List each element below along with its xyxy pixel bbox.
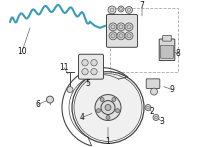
Circle shape	[145, 105, 151, 111]
Text: 11: 11	[59, 63, 69, 72]
FancyBboxPatch shape	[106, 14, 138, 47]
Circle shape	[117, 23, 125, 31]
Circle shape	[82, 60, 88, 66]
Circle shape	[67, 87, 73, 93]
Circle shape	[125, 23, 133, 31]
Circle shape	[116, 109, 120, 113]
Bar	[110, 8, 178, 72]
Text: 7: 7	[140, 1, 144, 10]
Text: 1: 1	[106, 137, 110, 146]
Circle shape	[74, 74, 142, 141]
FancyBboxPatch shape	[163, 36, 171, 41]
Circle shape	[109, 23, 117, 31]
FancyBboxPatch shape	[78, 54, 104, 79]
Circle shape	[117, 32, 125, 40]
Circle shape	[153, 115, 159, 120]
FancyBboxPatch shape	[160, 45, 174, 58]
Circle shape	[91, 60, 97, 66]
Text: 8: 8	[176, 49, 180, 58]
Text: 3: 3	[160, 117, 164, 126]
Circle shape	[151, 88, 158, 95]
Text: 10: 10	[17, 47, 27, 56]
Text: 6: 6	[36, 100, 40, 109]
Circle shape	[91, 69, 97, 75]
Circle shape	[95, 95, 121, 120]
Circle shape	[96, 109, 100, 113]
Circle shape	[109, 32, 117, 40]
Text: 5: 5	[86, 79, 90, 88]
FancyBboxPatch shape	[146, 79, 160, 88]
Circle shape	[106, 116, 110, 120]
Text: 4: 4	[80, 113, 84, 122]
Text: 9: 9	[170, 85, 174, 94]
Text: 2: 2	[150, 107, 154, 116]
Circle shape	[118, 6, 124, 12]
Circle shape	[46, 96, 54, 103]
Circle shape	[100, 97, 104, 101]
Circle shape	[125, 32, 133, 40]
Circle shape	[105, 105, 111, 111]
Circle shape	[101, 101, 115, 115]
Circle shape	[126, 6, 132, 13]
Circle shape	[82, 69, 88, 75]
Circle shape	[108, 6, 116, 14]
FancyBboxPatch shape	[159, 39, 175, 61]
Circle shape	[112, 97, 116, 101]
